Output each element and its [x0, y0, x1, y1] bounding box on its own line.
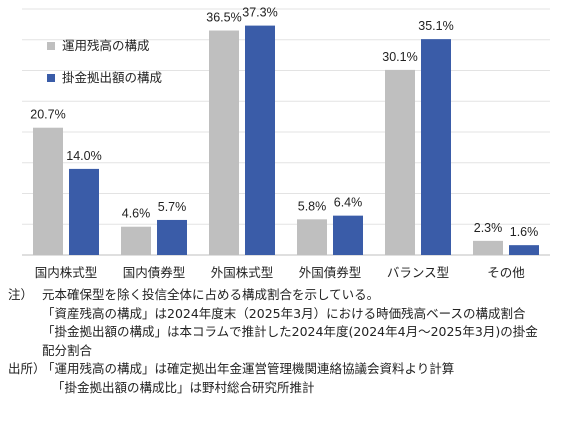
bar	[509, 245, 539, 255]
bars	[33, 25, 539, 256]
bar	[333, 215, 363, 255]
source-line-2: 「掛金拠出額の構成比」は野村総合研究所推計	[52, 379, 315, 395]
bar	[209, 30, 239, 256]
legend-swatch	[47, 42, 55, 50]
note-line-3: 「掛金拠出額の構成」は本コラムで推計した2024年度(2024年4月～2025年…	[42, 324, 538, 340]
category-label: 外国株式型	[211, 265, 274, 280]
data-label: 35.1%	[418, 19, 453, 33]
data-label: 2.3%	[474, 221, 503, 235]
data-label: 5.7%	[158, 200, 187, 214]
note-line-4: 配分割合	[42, 342, 93, 358]
data-label: 14.0%	[66, 149, 101, 163]
bar	[33, 127, 63, 255]
source-prefix: 出所）	[8, 361, 46, 377]
note-line-1: 注） 元本確保型を除く投信全体に占める構成割合を示している。	[8, 286, 560, 305]
category-label: その他	[487, 266, 525, 280]
source-text: 「運用残高の構成」は確定拠出年金運営管理機関連絡協議会資料より計算	[42, 361, 455, 377]
data-label: 37.3%	[242, 6, 277, 20]
legend-label: 運用残高の構成	[62, 38, 150, 53]
legend-label: 掛金拠出額の構成	[62, 70, 162, 85]
bar	[69, 168, 99, 255]
note-text: 元本確保型を除く投信全体に占める構成割合を示している。	[42, 287, 380, 302]
category-label: 外国債券型	[299, 265, 362, 280]
note-line-2: 「資産残高の構成」は2024年度末（2025年3月）における時価残高ベースの構成…	[42, 305, 526, 321]
bar	[245, 25, 275, 256]
bar	[473, 240, 503, 255]
category-label: 国内債券型	[123, 265, 186, 280]
category-label: 国内株式型	[35, 265, 98, 280]
category-label: バランス型	[387, 266, 449, 280]
data-label: 6.4%	[334, 196, 363, 210]
bar-chart: 20.7% 14.0% 4.6% 5.7% 36.5% 37.3% 5.8% 6.4% 30.1…	[22, 6, 550, 280]
note-prefix: 注）	[8, 287, 34, 302]
bar	[421, 39, 451, 256]
bar	[297, 219, 327, 255]
bar	[157, 219, 187, 255]
data-label: 1.6%	[510, 225, 539, 239]
gridlines	[22, 8, 550, 256]
data-label: 36.5%	[206, 11, 241, 25]
bar	[385, 69, 415, 255]
bar	[121, 226, 151, 255]
legend-swatch	[47, 74, 55, 82]
footnotes: 注） 元本確保型を除く投信全体に占める構成割合を示している。 「資産残高の構成」…	[8, 286, 560, 398]
data-label: 30.1%	[382, 50, 417, 64]
source-line-1: 出所） 「運用残高の構成」は確定拠出年金運営管理機関連絡協議会資料より計算	[8, 360, 560, 379]
data-labels: 20.7% 14.0% 4.6% 5.7% 36.5% 37.3% 5.8% 6.4% 30.1…	[30, 6, 538, 240]
category-labels: 国内株式型 国内債券型 外国株式型 外国債券型 バランス型 その他	[35, 265, 526, 280]
data-label: 5.8%	[298, 199, 327, 213]
data-label: 4.6%	[122, 207, 151, 221]
data-label: 20.7%	[30, 108, 65, 122]
